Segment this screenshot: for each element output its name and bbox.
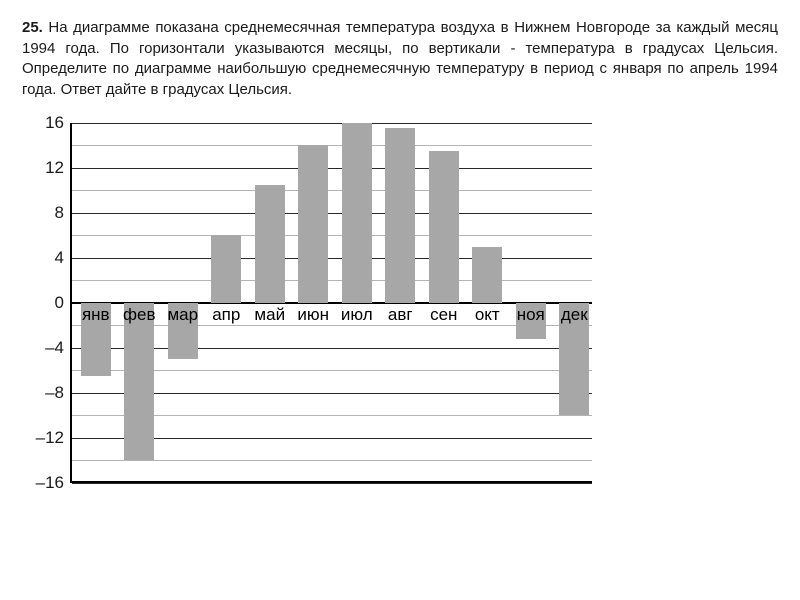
gridline-major xyxy=(72,213,592,214)
bar xyxy=(298,145,328,303)
gridline-major xyxy=(72,123,592,124)
bar xyxy=(255,185,285,303)
month-label: мар xyxy=(161,305,205,325)
gridline-minor xyxy=(72,460,592,461)
bar xyxy=(211,235,241,303)
gridline-major xyxy=(72,168,592,169)
y-tick-label: 12 xyxy=(45,158,64,178)
month-label: июл xyxy=(335,305,379,325)
month-label: фев xyxy=(118,305,162,325)
y-tick-label: –16 xyxy=(36,473,64,493)
bar xyxy=(472,247,502,303)
gridline-minor xyxy=(72,280,592,281)
problem-statement: 25. На диаграмме показана среднемесячная… xyxy=(22,18,778,101)
month-label: апр xyxy=(205,305,249,325)
month-label: июн xyxy=(292,305,336,325)
gridline-minor xyxy=(72,190,592,191)
month-label: янв xyxy=(74,305,118,325)
y-tick-label: 8 xyxy=(55,203,64,223)
problem-number: 25. xyxy=(22,19,43,36)
gridline-major xyxy=(72,258,592,259)
problem-body: На диаграмме показана среднемесячная тем… xyxy=(22,19,778,98)
bottom-axis xyxy=(72,481,592,483)
y-tick-label: 16 xyxy=(45,113,64,133)
temperature-bar-chart: 1612840–4–8–12–16 янвфевмарапрмайиюниюла… xyxy=(32,123,592,483)
y-tick-label: –8 xyxy=(45,383,64,403)
month-label: авг xyxy=(379,305,423,325)
bar xyxy=(385,128,415,302)
plot-area: янвфевмарапрмайиюниюлавгсеноктноядек xyxy=(70,123,592,483)
y-axis: 1612840–4–8–12–16 xyxy=(32,123,70,483)
gridline-minor xyxy=(72,235,592,236)
month-label: окт xyxy=(466,305,510,325)
gridline-major xyxy=(72,483,592,484)
y-tick-label: –12 xyxy=(36,428,64,448)
bar xyxy=(124,303,154,461)
month-label: май xyxy=(248,305,292,325)
gridline-minor xyxy=(72,145,592,146)
y-tick-label: 4 xyxy=(55,248,64,268)
month-label: ноя xyxy=(509,305,553,325)
month-label: сен xyxy=(422,305,466,325)
y-tick-label: –4 xyxy=(45,338,64,358)
y-tick-label: 0 xyxy=(55,293,64,313)
bar xyxy=(342,123,372,303)
bar xyxy=(429,151,459,303)
month-label: дек xyxy=(553,305,597,325)
